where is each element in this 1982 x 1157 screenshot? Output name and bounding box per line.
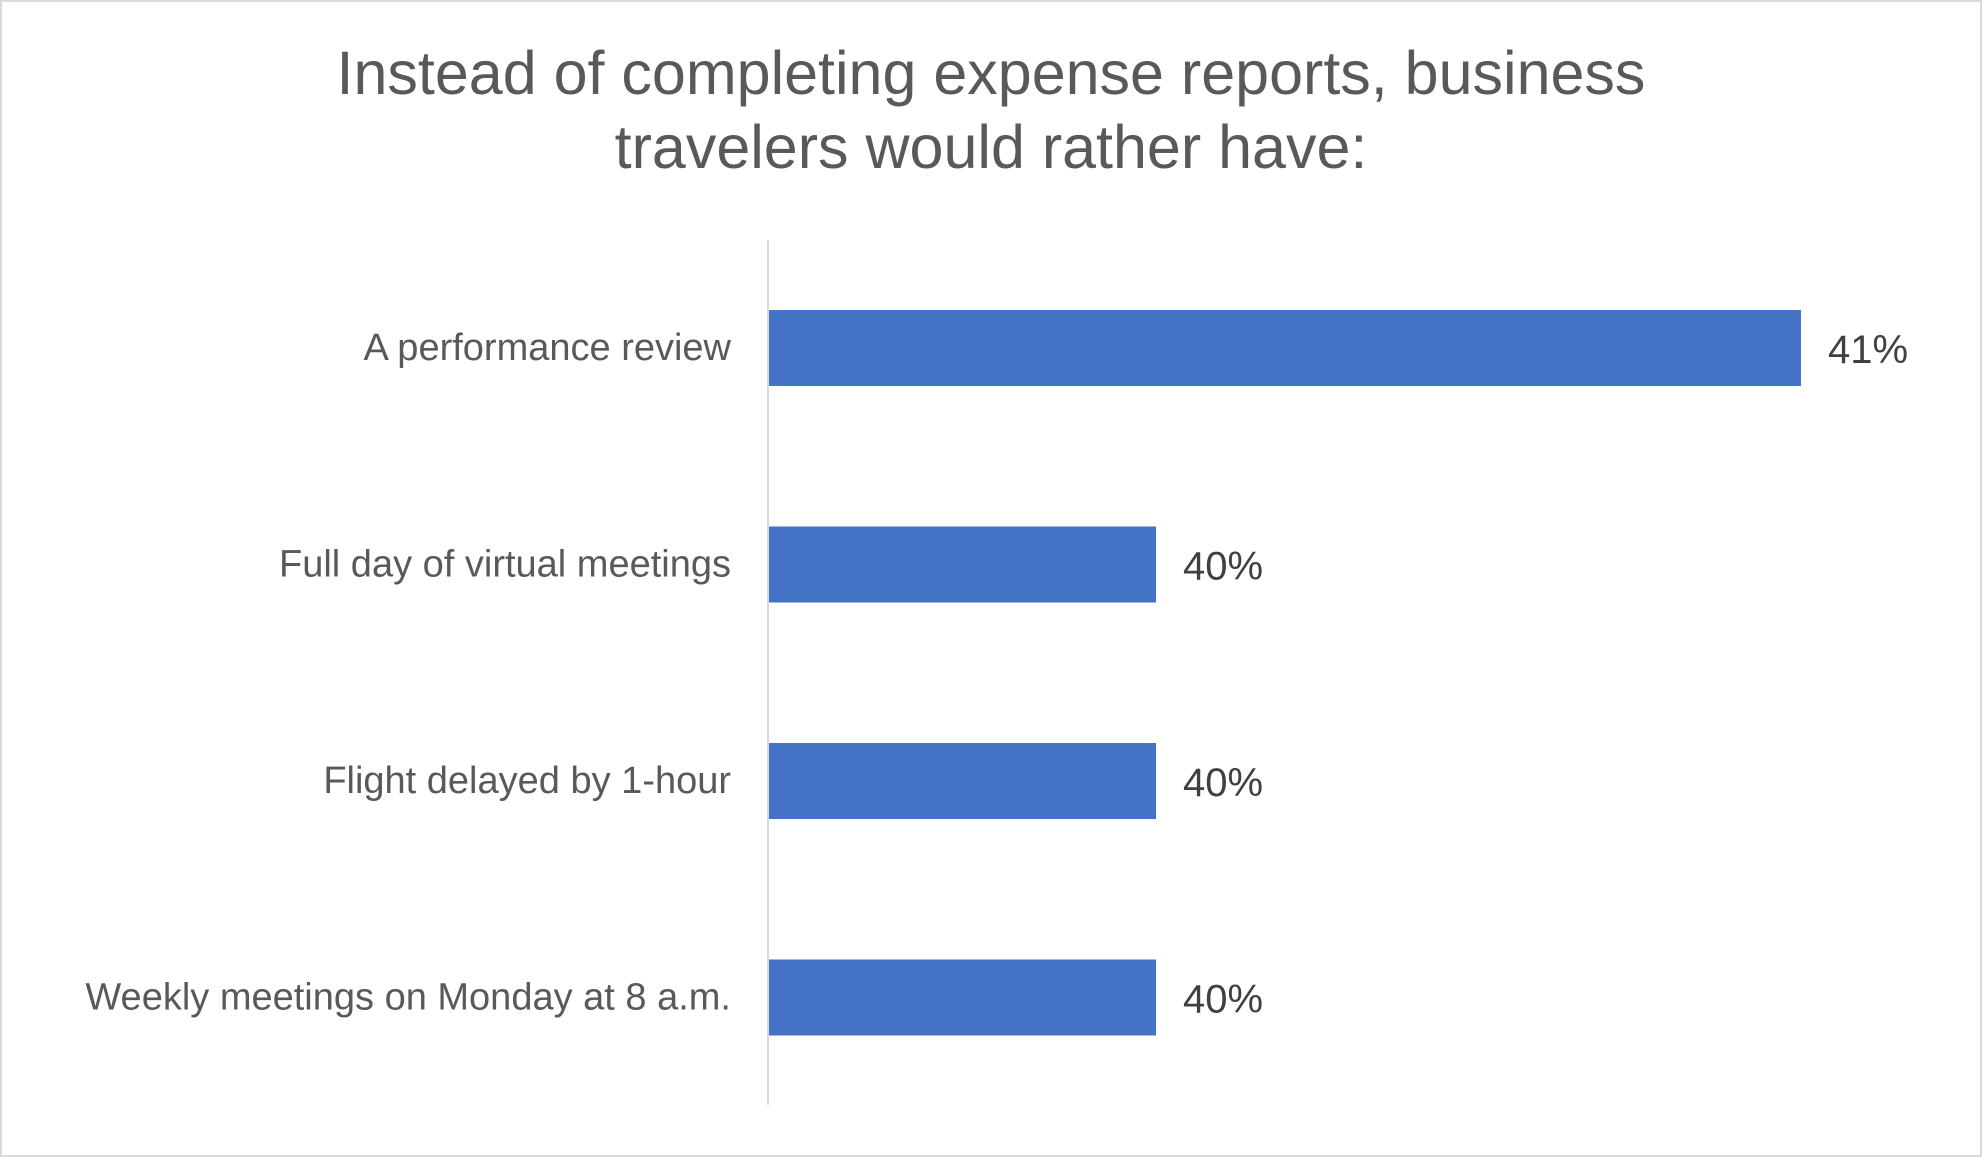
chart-title: Instead of completing expense reports, b…: [0, 36, 1982, 184]
category-label-3: Flight delayed by 1-hour: [323, 760, 731, 802]
value-label-4: 40%: [1183, 978, 1263, 1022]
category-labels: A performance review Full day of virtual …: [85, 327, 731, 1019]
value-label-3: 40%: [1183, 761, 1263, 805]
value-label-2: 40%: [1183, 545, 1263, 589]
category-label-4: Weekly meetings on Monday at 8 a.m.: [85, 977, 731, 1019]
value-label-1: 41%: [1828, 328, 1908, 372]
bars-group: [769, 310, 1801, 1036]
chart-title-line-2: travelers would rather have:: [614, 113, 1368, 181]
category-label-1: A performance review: [364, 327, 732, 369]
bar-3: [769, 743, 1156, 819]
value-labels: 41% 40% 40% 40%: [1183, 328, 1908, 1022]
bar-4: [769, 959, 1156, 1036]
bar-2: [769, 526, 1156, 603]
chart-title-line-1: Instead of completing expense reports, b…: [336, 39, 1646, 107]
bar-1: [769, 310, 1801, 386]
category-label-2: Full day of virtual meetings: [279, 544, 731, 586]
